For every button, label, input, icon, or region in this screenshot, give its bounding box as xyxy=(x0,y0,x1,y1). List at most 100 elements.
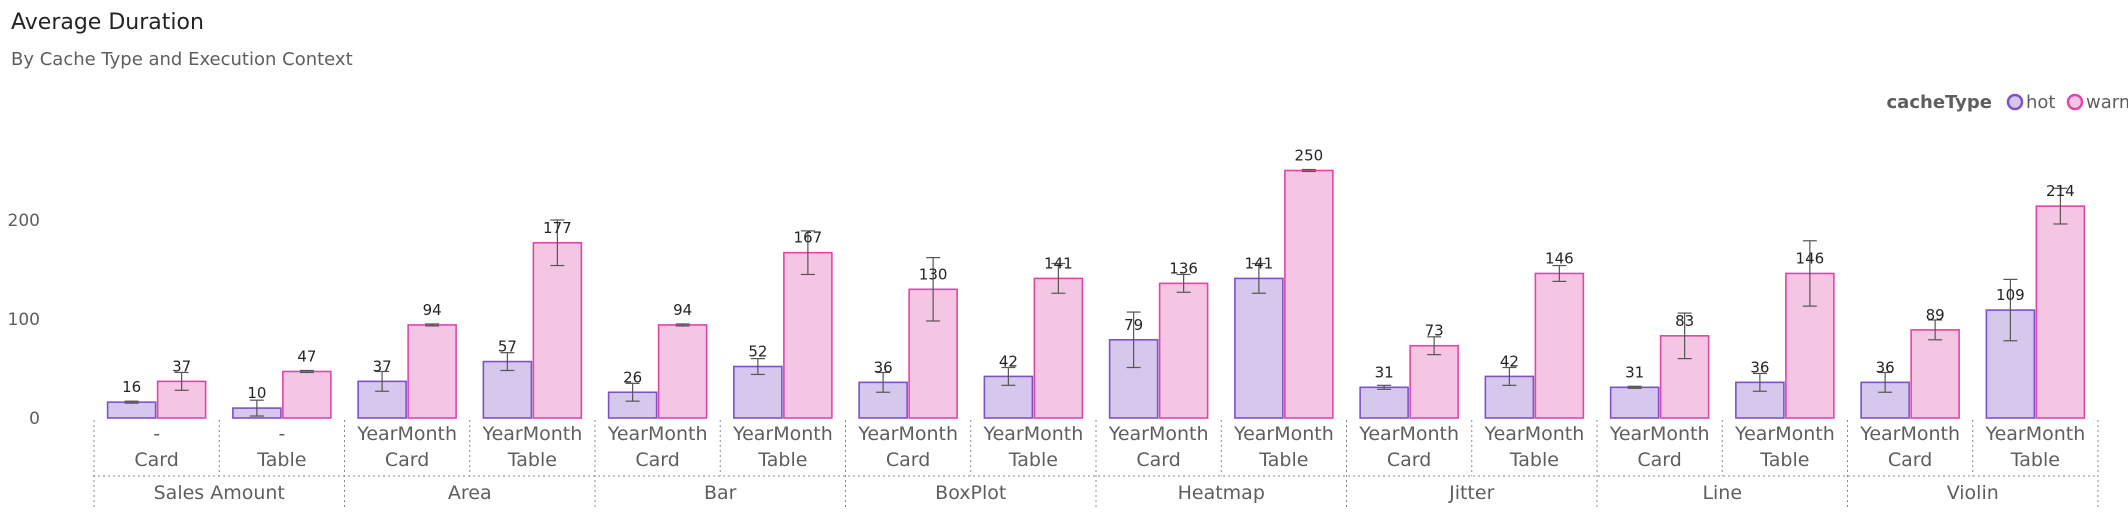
warm-bar xyxy=(532,241,583,419)
data-label: 31 xyxy=(1625,363,1644,381)
warm-bar xyxy=(657,324,708,419)
category-label-line2: Table xyxy=(757,449,807,471)
data-label: 16 xyxy=(122,378,141,396)
data-label: 57 xyxy=(498,338,517,356)
data-label: 130 xyxy=(919,265,948,283)
data-label: 214 xyxy=(2046,182,2075,200)
warm-bar xyxy=(1158,282,1209,419)
data-label: 47 xyxy=(297,347,316,365)
warm-bar xyxy=(783,251,833,419)
data-label: 31 xyxy=(1375,363,1394,381)
group-label: Jitter xyxy=(1448,482,1494,504)
data-label: 26 xyxy=(623,368,642,386)
category-label-line1: YearMonth xyxy=(1358,423,1459,445)
category-label-line2: Table xyxy=(2010,449,2060,471)
y-tick-label: 100 xyxy=(8,310,40,330)
category-label-line2: Table xyxy=(1008,449,1058,471)
data-label: 42 xyxy=(1500,352,1519,370)
category-label-line2: Table xyxy=(1509,449,1559,471)
hot-bar xyxy=(106,401,157,419)
data-label: 146 xyxy=(1796,249,1825,267)
data-label: 36 xyxy=(1750,358,1769,376)
category-label-line1: YearMonth xyxy=(857,423,958,445)
category-label-line1: - xyxy=(153,423,160,445)
data-label: 141 xyxy=(1245,254,1274,272)
category-label-line2: Card xyxy=(1136,449,1180,471)
group-label: Violin xyxy=(1947,482,1999,504)
chart-subtitle: By Cache Type and Execution Context xyxy=(11,49,353,70)
category-label-line2: Card xyxy=(886,449,930,471)
data-label: 167 xyxy=(794,229,823,247)
category-label-line2: Card xyxy=(635,449,679,471)
data-label: 10 xyxy=(247,384,266,402)
hot-bar xyxy=(1609,386,1660,419)
category-label-line1: YearMonth xyxy=(1483,423,1584,445)
data-label: 73 xyxy=(1425,322,1444,340)
legend-label-hot: hot xyxy=(2026,92,2055,113)
category-label-line1: YearMonth xyxy=(982,423,1083,445)
legend-marker-warm xyxy=(2066,93,2084,111)
data-label: 37 xyxy=(373,357,392,375)
legend-marker-hot xyxy=(2006,93,2024,111)
hot-bar xyxy=(1359,386,1409,419)
category-label-line1: YearMonth xyxy=(356,423,457,445)
category-label-line2: Card xyxy=(1387,449,1431,471)
data-label: 109 xyxy=(1996,286,2025,304)
data-label: 136 xyxy=(1169,259,1198,277)
warm-bar xyxy=(2035,205,2086,419)
category-label-line2: Card xyxy=(385,449,429,471)
data-label: 94 xyxy=(673,301,692,319)
data-label: 250 xyxy=(1295,147,1324,165)
category-label-line2: Card xyxy=(134,449,178,471)
data-label: 146 xyxy=(1545,249,1574,267)
legend-label-warm: warm xyxy=(2086,92,2128,113)
warm-bar xyxy=(1910,329,1960,419)
y-tick-label: 200 xyxy=(8,211,40,231)
category-label-line1: YearMonth xyxy=(481,423,582,445)
y-tick-label: 0 xyxy=(29,409,40,429)
hot-bar xyxy=(357,380,407,419)
data-label: 37 xyxy=(172,357,191,375)
group-label: Line xyxy=(1702,482,1742,504)
group-label: BoxPlot xyxy=(935,482,1006,504)
warm-bar xyxy=(1033,277,1084,419)
category-label-line1: YearMonth xyxy=(1984,423,2085,445)
category-label-line2: Card xyxy=(1637,449,1681,471)
warm-bar xyxy=(282,370,332,419)
category-label-line1: YearMonth xyxy=(1859,423,1960,445)
hot-bar xyxy=(1234,277,1284,419)
data-label: 89 xyxy=(1926,306,1945,324)
category-label-line1: YearMonth xyxy=(732,423,833,445)
category-label-line2: Table xyxy=(256,449,306,471)
category-label-line1: YearMonth xyxy=(1108,423,1209,445)
category-label-line1: YearMonth xyxy=(1609,423,1710,445)
group-label: Sales Amount xyxy=(154,482,285,504)
data-label: 36 xyxy=(874,358,893,376)
category-label-line2: Card xyxy=(1888,449,1932,471)
category-label-line2: Table xyxy=(1759,449,1809,471)
category-label-line1: YearMonth xyxy=(1233,423,1334,445)
category-label-line1: YearMonth xyxy=(1734,423,1835,445)
chart-title: Average Duration xyxy=(11,10,204,35)
category-label-line2: Table xyxy=(507,449,557,471)
data-label: 83 xyxy=(1675,312,1694,330)
data-label: 79 xyxy=(1124,316,1143,334)
group-label: Area xyxy=(448,482,492,504)
category-label-line1: - xyxy=(278,423,285,445)
group-label: Heatmap xyxy=(1178,482,1265,504)
data-label: 94 xyxy=(423,301,442,319)
data-label: 177 xyxy=(543,219,572,237)
warm-bar xyxy=(407,324,457,419)
legend-title: cacheType xyxy=(1887,92,1992,113)
warm-bar xyxy=(1409,344,1459,419)
group-label: Bar xyxy=(704,482,737,504)
data-label: 36 xyxy=(1876,358,1895,376)
data-label: 52 xyxy=(748,343,767,361)
data-label: 141 xyxy=(1044,254,1073,272)
hot-bar xyxy=(482,360,533,419)
category-label-line1: YearMonth xyxy=(607,423,708,445)
category-label-line2: Table xyxy=(1258,449,1308,471)
warm-bar xyxy=(1284,169,1334,419)
warm-bar xyxy=(1534,272,1585,419)
